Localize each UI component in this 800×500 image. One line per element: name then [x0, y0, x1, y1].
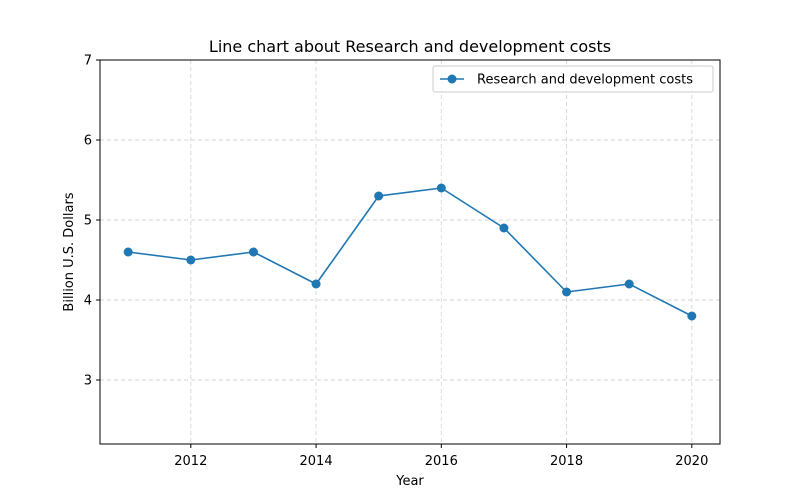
x-tick-label: 2020 — [675, 454, 708, 469]
x-axis-title: Year — [395, 474, 424, 489]
y-tick-label: 5 — [84, 214, 92, 229]
y-tick-label: 7 — [84, 54, 92, 69]
plot-frame — [99, 59, 721, 445]
series-line — [128, 187, 693, 317]
x-tick-label: 2012 — [174, 454, 207, 469]
grid-lines — [100, 59, 720, 444]
data-point-2013 — [248, 247, 258, 257]
axes: 2012 2014 2016 2018 2020 3 4 5 6 7 — [84, 54, 721, 469]
x-tick-label: 2018 — [550, 454, 583, 469]
data-point-2016 — [436, 183, 446, 193]
y-tick-label: 4 — [84, 294, 92, 309]
legend-box — [432, 65, 714, 93]
x-tick-label: 2014 — [300, 454, 333, 469]
legend-marker-swatch — [447, 74, 457, 84]
y-axis-title: Billion U.S. Dollars — [62, 192, 77, 311]
data-point-2018 — [562, 287, 572, 297]
series-layer — [123, 183, 697, 321]
data-point-2015 — [374, 191, 384, 201]
data-point-2019 — [624, 279, 634, 289]
legend-label: Research and development costs — [477, 73, 693, 88]
data-point-2012 — [186, 255, 196, 265]
y-tick-label: 3 — [84, 374, 92, 389]
legend: Research and development costs — [432, 65, 714, 93]
chart-title: Line chart about Research and developmen… — [209, 37, 611, 56]
y-tick-label: 6 — [84, 134, 92, 149]
data-point-2020 — [687, 311, 697, 321]
x-tick-label: 2016 — [425, 454, 458, 469]
data-point-2011 — [123, 247, 133, 257]
data-point-2014 — [311, 279, 321, 289]
data-point-2017 — [499, 223, 509, 233]
